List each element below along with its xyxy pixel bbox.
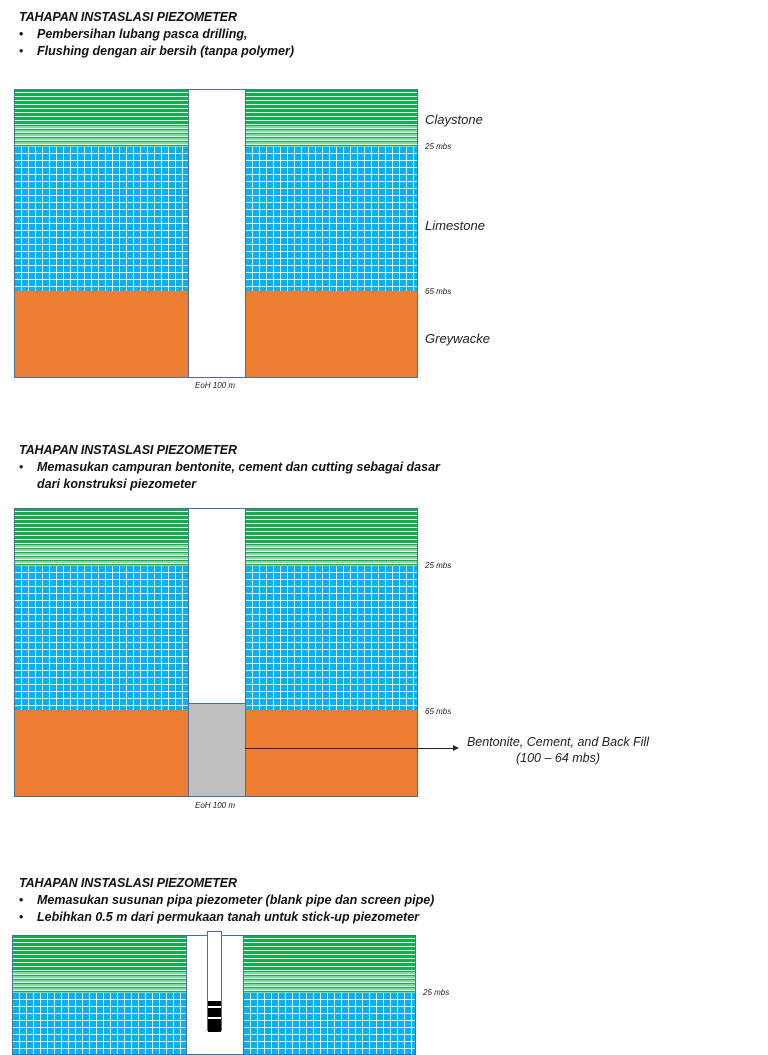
limestone-label: Limestone <box>425 218 485 233</box>
section-1-bullet-2: • Flushing dengan air bersih (tanpa polym… <box>19 44 294 58</box>
eoh-label: EoH 100 m <box>195 381 236 390</box>
greywacke-label: Greywacke <box>425 331 491 346</box>
claystone-label: Claystone <box>425 112 483 127</box>
bullet-icon: • <box>19 893 24 907</box>
bullet-icon: • <box>19 910 24 924</box>
section-1-bullet-1: • Pembersihan lubang pasca drilling, <box>19 27 248 41</box>
depth-65-label: 65 mbs <box>425 287 452 296</box>
section-2-cross-section <box>14 508 418 797</box>
callout-arrow-line <box>245 748 453 749</box>
section-1-title: TAHAPAN INSTASLASI PIEZOMETER <box>19 10 237 24</box>
backfill-callout-line1: Bentonite, Cement, and Back Fill <box>466 735 650 749</box>
section-1-cross-section <box>14 89 418 378</box>
section-2-title: TAHAPAN INSTASLASI PIEZOMETER <box>19 443 237 457</box>
depth-25-label: 25 mbs <box>423 988 450 997</box>
screen-pipe-segment <box>208 1001 221 1006</box>
bullet-icon: • <box>19 460 24 474</box>
screen-pipe-segment <box>208 1008 221 1017</box>
backfill-callout: Bentonite, Cement, and Back Fill (100 – … <box>462 734 654 766</box>
piezometer-pipe <box>207 931 222 1032</box>
arrow-right-icon <box>453 745 459 751</box>
backfill-callout-line2: (100 – 64 mbs) <box>515 751 601 765</box>
section-3-bullet-2: • Lebihkan 0.5 m dari permukaan tanah unt… <box>19 910 420 924</box>
screen-pipe-segment <box>208 1019 221 1032</box>
section-3-bullet-1: • Memasukan susunan pipa piezometer (blan… <box>19 893 435 907</box>
bentonite-backfill <box>188 703 246 796</box>
bullet-icon: • <box>19 44 24 58</box>
bullet-icon: • <box>19 27 24 41</box>
depth-25-label: 25 mbs <box>425 561 452 570</box>
section-3-title: TAHAPAN INSTASLASI PIEZOMETER <box>19 876 237 890</box>
depth-65-label: 65 mbs <box>425 707 452 716</box>
section-2-bullet-1: • Memasukan campuran bentonite, cement da… <box>19 460 440 474</box>
section-2-bullet-1-cont: dari konstruksi piezometer <box>37 477 197 491</box>
borehole <box>188 90 246 377</box>
eoh-label: EoH 100 m <box>195 801 236 810</box>
depth-25-label: 25 mbs <box>425 142 452 151</box>
